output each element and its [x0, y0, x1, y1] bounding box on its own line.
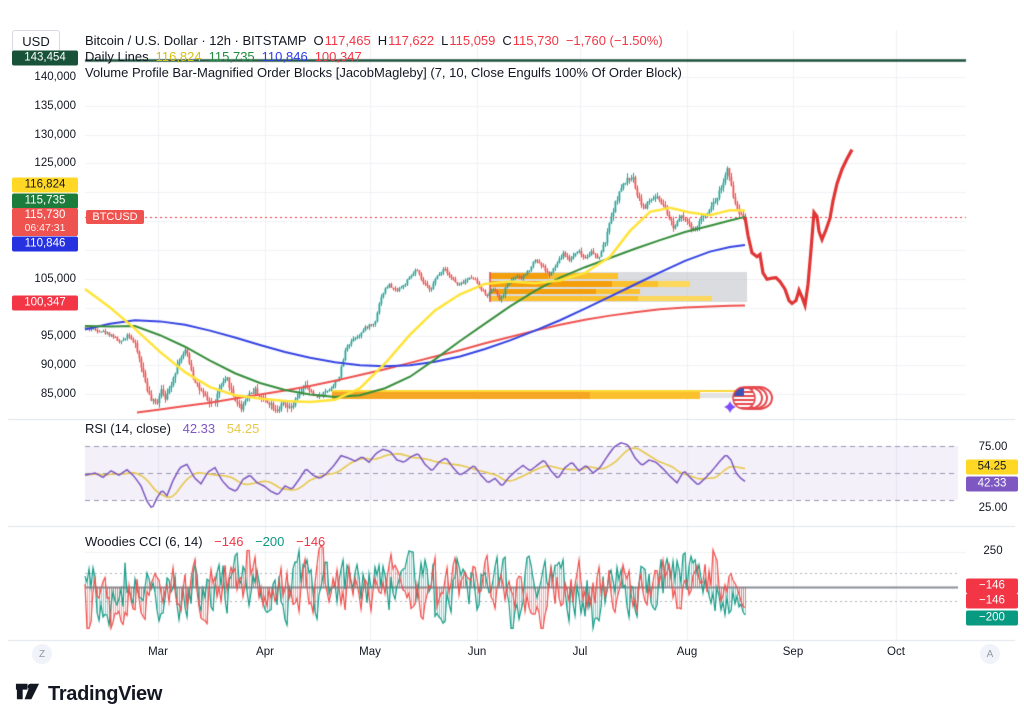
price-label-badge: 100,347	[12, 295, 78, 311]
rsi-legend[interactable]: RSI (14, close) 42.33 54.25	[85, 421, 259, 436]
month-label: Jul	[572, 646, 588, 658]
price-tick: 125,000	[34, 157, 76, 170]
symbol-tag: BTCUSD	[86, 210, 144, 224]
ohlc-letter: C	[502, 33, 512, 48]
price-label-badge: 115,735	[12, 193, 78, 209]
price-tick: 95,000	[40, 330, 76, 343]
ohlc-letter: H	[377, 33, 388, 48]
daily-lines-label: Daily Lines	[85, 49, 149, 64]
month-label: Sep	[782, 646, 804, 658]
ohlc-value: 117,465	[324, 33, 371, 48]
price-tick: 90,000	[40, 359, 76, 372]
month-label: Aug	[676, 646, 698, 658]
legend-symbol: Bitcoin / U.S. Dollar · 12h · BITSTAMP	[85, 33, 307, 48]
daily-line-value: 115,735	[208, 49, 255, 64]
rsi-title: RSI (14, close)	[85, 421, 171, 436]
indicator-value-badge: 42.33	[966, 476, 1018, 492]
indicator-tick: 75.00	[978, 441, 1008, 453]
tradingview-logo[interactable]: TradingView	[14, 678, 162, 710]
cci-value-2: −200	[255, 534, 285, 549]
tradingview-logo-text: TradingView	[48, 682, 163, 705]
daily-line-value: 116,824	[155, 49, 202, 64]
legend-volume-profile-row[interactable]: Volume Profile Bar-Magnified Order Block…	[85, 65, 682, 80]
price-label-badge: 116,824	[12, 177, 78, 193]
legend-change: −1,760 (−1.50%)	[565, 33, 663, 48]
indicator-tick: 250	[983, 545, 1003, 557]
ohlc-value: 115,730	[512, 33, 559, 48]
chart-legend: Bitcoin / U.S. Dollar · 12h · BITSTAMP O1…	[85, 33, 682, 81]
month-label: Jun	[467, 646, 487, 658]
month-label: May	[359, 646, 381, 658]
price-tick: 85,000	[40, 388, 76, 400]
daily-line-value: 100,347	[314, 49, 362, 64]
month-label: Oct	[887, 646, 905, 658]
price-tick: 140,000	[34, 71, 76, 83]
ohlc-letter: L	[441, 33, 449, 48]
ohlc-value: 117,622	[388, 33, 435, 48]
legend-daily-lines-row[interactable]: Daily Lines 116,824 115,735 110,846 100,347	[85, 49, 682, 64]
indicator-value-badge: 54.25	[966, 459, 1018, 475]
price-tick: 130,000	[34, 128, 76, 141]
price-axis-currency-button[interactable]: USD	[12, 30, 60, 52]
indicator-value-badge: −200	[966, 610, 1018, 626]
cci-legend[interactable]: Woodies CCI (6, 14) −146 −200 −146	[85, 534, 325, 549]
key-hint-a: A	[980, 644, 1000, 664]
indicator-tick: 25.00	[978, 502, 1008, 514]
ohlc-value: 115,059	[449, 33, 496, 48]
cci-value-3: −146	[296, 534, 326, 549]
price-label-badge: 115,730 06:47:31	[12, 208, 78, 236]
month-label: Mar	[148, 646, 168, 658]
daily-line-value: 110,846	[261, 49, 308, 64]
indicator-value-badge: −146	[966, 578, 1018, 594]
key-hint-z: Z	[32, 644, 52, 664]
indicator-value-badge: −146	[966, 593, 1018, 609]
rsi-smooth-value: 54.25	[226, 421, 260, 436]
rsi-value: 42.33	[182, 421, 216, 436]
tradingview-logo-icon	[14, 678, 41, 710]
cci-title: Woodies CCI (6, 14)	[85, 534, 203, 549]
price-tick: 135,000	[34, 99, 76, 112]
legend-symbol-row[interactable]: Bitcoin / U.S. Dollar · 12h · BITSTAMP O1…	[85, 33, 682, 48]
price-tick: 105,000	[34, 272, 76, 285]
volume-profile-label: Volume Profile Bar-Magnified Order Block…	[85, 65, 682, 80]
price-label-badge: 110,846	[12, 236, 78, 252]
month-label: Apr	[256, 646, 274, 658]
ohlc-letter: O	[313, 33, 324, 48]
cci-value-1: −146	[214, 534, 244, 549]
price-label-badge: 143,454	[12, 50, 78, 66]
